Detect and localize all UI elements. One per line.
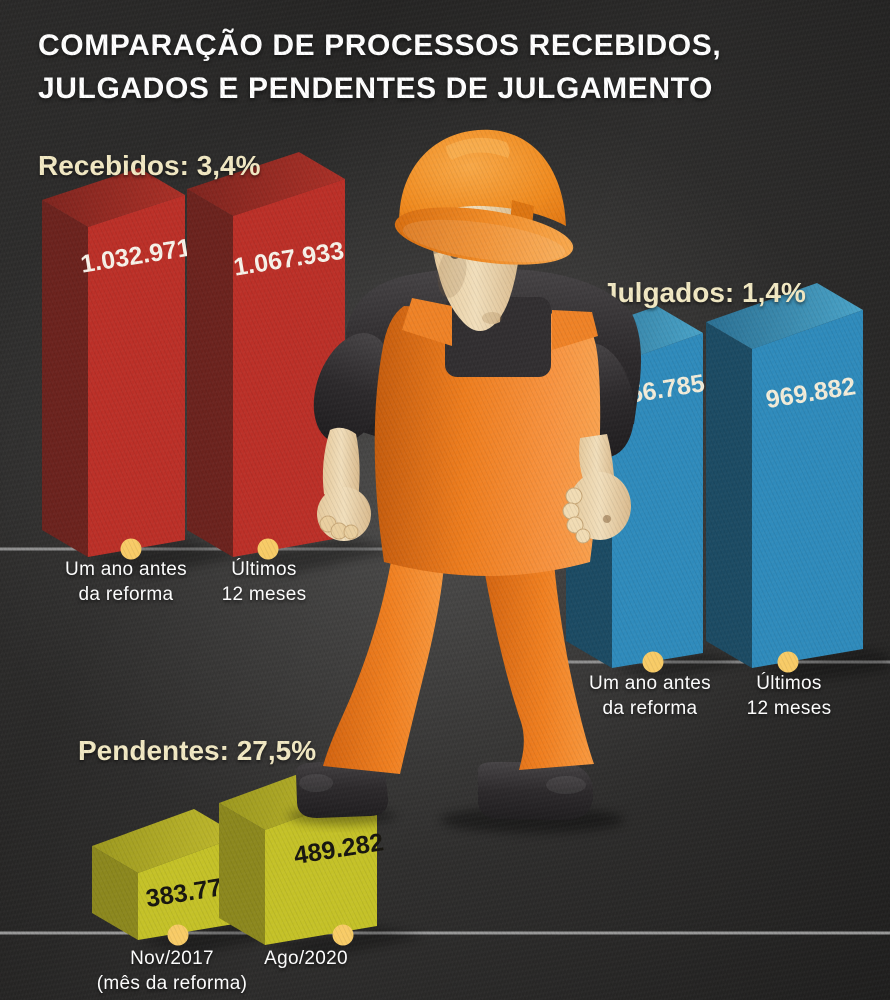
page-title: COMPARAÇÃO DE PROCESSOS RECEBIDOS, JULGA… (38, 24, 721, 110)
bar-top-face (706, 283, 863, 349)
recebidos-bar-2: 1.067.933 (187, 152, 346, 560)
tick-pendentes-1: Nov/2017 (mês da reforma) (97, 946, 248, 996)
tick-line: Nov/2017 (130, 948, 214, 969)
bar-front-face (752, 310, 863, 668)
bar-shadow (752, 648, 890, 683)
tick-julgados-1: Um ano antes da reforma (589, 671, 711, 721)
recebidos-group: 1.032.971 1.067.933 (42, 152, 400, 576)
axis-dot (642, 651, 664, 673)
tick-line: Últimos (231, 559, 297, 580)
julgados-label: Julgados: 1,4% (602, 277, 806, 308)
bar-front-face (138, 836, 240, 940)
tick-recebidos-1: Um ano antes da reforma (65, 557, 187, 607)
bar-front-face (265, 789, 377, 945)
tick-line: Um ano antes (65, 559, 187, 580)
bar-side-face (566, 338, 612, 668)
bar-top-face (92, 809, 240, 873)
axis-dot (167, 924, 189, 946)
tick-julgados-2: Últimos 12 meses (747, 671, 832, 721)
axis-dot (332, 924, 354, 946)
axis-dot (777, 651, 799, 673)
pendentes-bar-1: 383.779 (92, 809, 240, 946)
tick-line: da reforma (602, 698, 698, 719)
bar-side-face (92, 846, 138, 940)
bar-top-face (42, 168, 185, 227)
tick-recebidos-2: Últimos 12 meses (222, 557, 307, 607)
bar-side-face (219, 803, 265, 945)
bar-top-face (187, 152, 345, 216)
tick-line: (mês da reforma) (96, 973, 248, 994)
pendentes-bar-2: 489.282 (219, 762, 386, 946)
recebidos-label: Recebidos: 3,4% (38, 150, 261, 181)
recebidos-bar-1: 1.032.971 (42, 168, 193, 560)
tick-pendentes-2: Ago/2020 (264, 946, 348, 971)
julgados-group: 956.785 969.882 (566, 283, 890, 683)
pendentes-group: 383.779 489.282 (92, 762, 425, 959)
julgados-bar-2: 969.882 (706, 283, 863, 673)
bar-shadow (88, 540, 245, 576)
axis-dot (257, 538, 279, 560)
bar-side-face (706, 322, 752, 668)
bar-side-face (187, 189, 233, 557)
tick-line: 12 meses (221, 584, 307, 605)
tick-line: Últimos (756, 673, 822, 694)
bar-shadow (612, 652, 748, 681)
bar-front-face (88, 195, 185, 557)
julgados-bar-1: 956.785 (566, 306, 707, 673)
tick-line: Ago/2020 (264, 948, 348, 969)
tick-line: 12 meses (746, 698, 832, 719)
axis-dot (120, 538, 142, 560)
title-line-2: JULGADOS E PENDENTES DE JULGAMENTO (38, 72, 713, 105)
tick-line: Um ano antes (589, 673, 711, 694)
bar-front-face (233, 179, 345, 557)
tick-line: da reforma (78, 584, 174, 605)
bar-side-face (42, 200, 88, 557)
title-line-1: COMPARAÇÃO DE PROCESSOS RECEBIDOS, (38, 29, 722, 62)
pendentes-label: Pendentes: 27,5% (78, 735, 317, 766)
